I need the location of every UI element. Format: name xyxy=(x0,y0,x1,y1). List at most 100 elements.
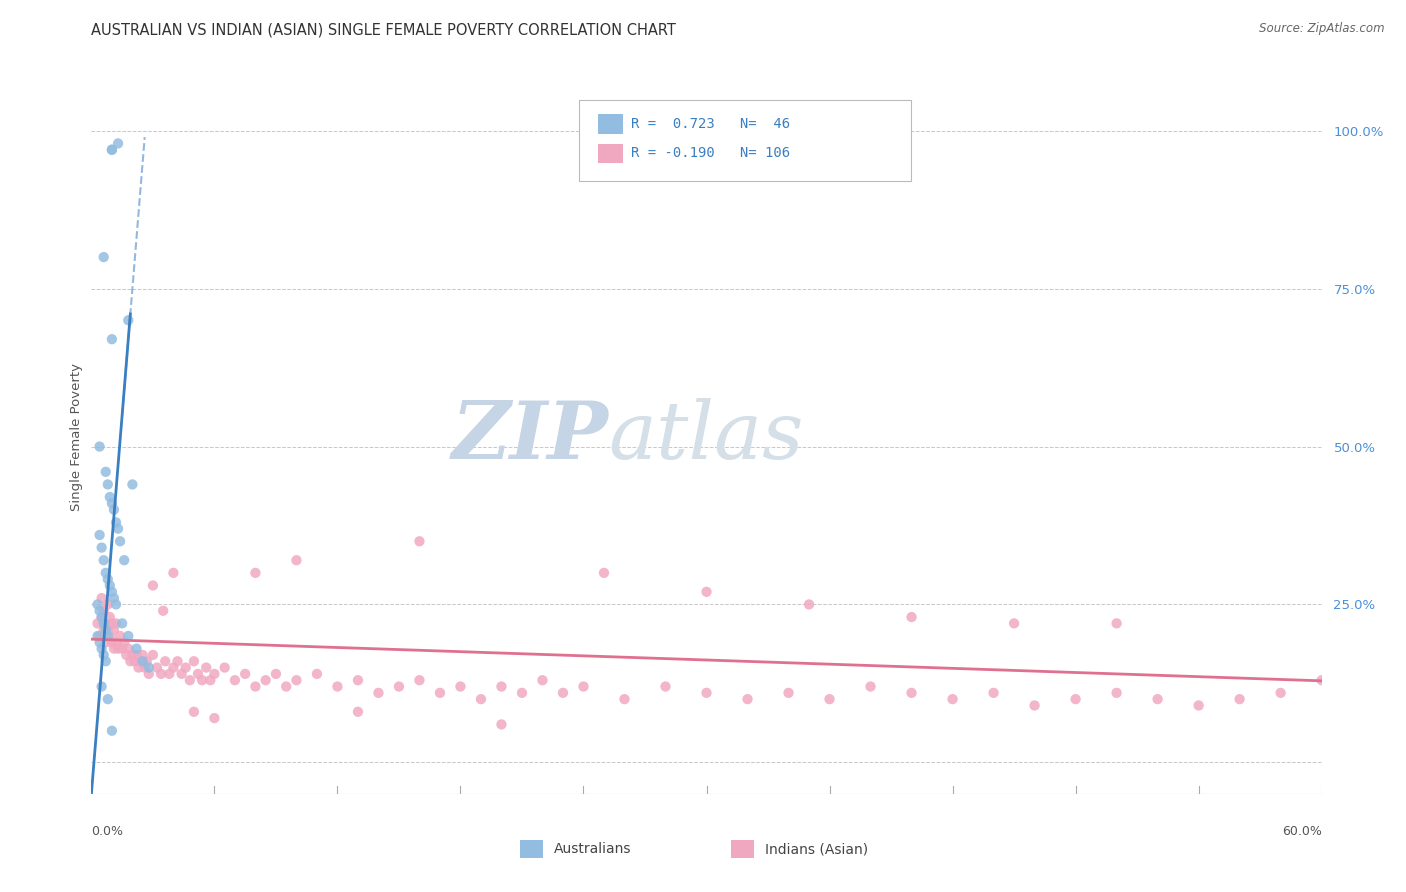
Point xyxy=(107,522,129,536)
Point xyxy=(111,641,134,656)
Point xyxy=(101,332,124,346)
Point xyxy=(108,534,131,549)
Point xyxy=(117,629,139,643)
Point xyxy=(90,610,112,624)
Point xyxy=(214,660,236,674)
Point xyxy=(101,584,124,599)
Point xyxy=(195,660,218,674)
Point xyxy=(94,616,117,631)
Point xyxy=(285,673,308,688)
Point xyxy=(797,598,820,612)
Text: 0.0%: 0.0% xyxy=(91,825,124,838)
Point xyxy=(138,660,160,674)
Point xyxy=(90,641,112,656)
Point xyxy=(202,666,225,681)
Point xyxy=(264,666,287,681)
Point xyxy=(408,534,430,549)
Point xyxy=(737,692,759,706)
Point xyxy=(97,623,120,637)
Point xyxy=(97,477,120,491)
Point xyxy=(531,673,554,688)
Text: Indians (Asian): Indians (Asian) xyxy=(765,842,868,856)
Point xyxy=(101,143,124,157)
Point xyxy=(187,666,209,681)
Point xyxy=(103,502,125,516)
Point xyxy=(1024,698,1046,713)
Point xyxy=(1105,686,1128,700)
Point xyxy=(89,440,111,454)
Point xyxy=(551,686,574,700)
Point xyxy=(94,654,117,668)
Point xyxy=(510,686,533,700)
Point xyxy=(111,616,134,631)
Point xyxy=(129,654,152,668)
Point xyxy=(98,629,121,643)
Point xyxy=(86,598,108,612)
Point xyxy=(117,641,139,656)
Point xyxy=(202,711,225,725)
Point xyxy=(105,635,127,649)
Point xyxy=(150,666,173,681)
Point xyxy=(101,635,124,649)
Point xyxy=(97,598,120,612)
Point xyxy=(103,591,125,606)
Point xyxy=(94,623,117,637)
Point xyxy=(859,680,882,694)
Point xyxy=(157,666,180,681)
Point xyxy=(162,660,184,674)
Point xyxy=(105,616,127,631)
Point xyxy=(245,680,267,694)
Point xyxy=(491,680,513,694)
Point xyxy=(97,572,120,586)
Point xyxy=(191,673,214,688)
Point xyxy=(170,666,193,681)
Point xyxy=(695,584,717,599)
Point xyxy=(93,604,115,618)
Point xyxy=(900,686,922,700)
Point xyxy=(654,680,676,694)
Point xyxy=(86,629,108,643)
Point xyxy=(128,660,150,674)
Point xyxy=(101,496,124,510)
Point xyxy=(101,723,124,738)
Point xyxy=(1105,616,1128,631)
Point xyxy=(142,648,165,662)
Point xyxy=(93,250,115,264)
Point xyxy=(120,654,142,668)
Point xyxy=(103,641,125,656)
Point xyxy=(93,553,115,567)
Point xyxy=(112,553,135,567)
Point xyxy=(224,673,246,688)
Point xyxy=(98,490,121,504)
Point xyxy=(695,686,717,700)
Point xyxy=(90,610,112,624)
Point xyxy=(101,616,124,631)
Point xyxy=(1270,686,1292,700)
Text: 60.0%: 60.0% xyxy=(1282,825,1322,838)
Point xyxy=(254,673,277,688)
Point xyxy=(152,604,174,618)
Point xyxy=(93,616,115,631)
Point xyxy=(125,648,148,662)
Point xyxy=(276,680,298,694)
Point xyxy=(900,610,922,624)
Point xyxy=(112,635,135,649)
Point xyxy=(367,686,389,700)
Point xyxy=(107,641,129,656)
Point xyxy=(94,465,117,479)
Point xyxy=(98,578,121,592)
Point xyxy=(86,616,108,631)
Text: ZIP: ZIP xyxy=(451,399,607,475)
Point xyxy=(183,705,205,719)
Text: Source: ZipAtlas.com: Source: ZipAtlas.com xyxy=(1260,22,1385,36)
Point xyxy=(90,680,112,694)
Point xyxy=(107,136,129,151)
Point xyxy=(117,313,139,327)
Point xyxy=(94,566,117,580)
Point xyxy=(305,666,328,681)
Point xyxy=(983,686,1005,700)
Point xyxy=(245,566,267,580)
Point xyxy=(408,673,430,688)
Point xyxy=(98,610,121,624)
Point xyxy=(326,680,349,694)
